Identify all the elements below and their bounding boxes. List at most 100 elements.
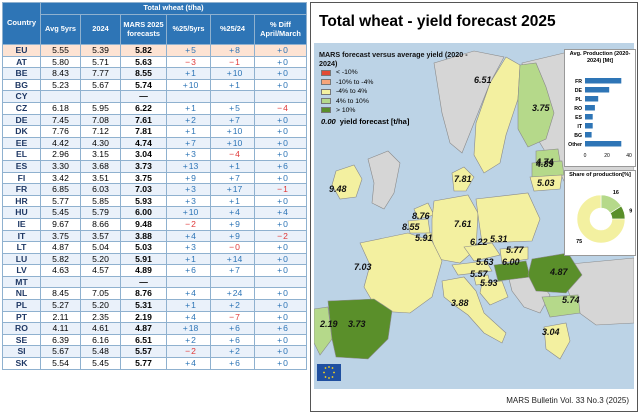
table-row: LV 4.63 4.57 4.89 +6 +7 +0 [2,264,307,277]
diff-cell: +0 [254,171,307,185]
prod-category-label: IT [577,124,582,130]
forecast-cell: 8.55 [120,67,167,80]
pct-24-cell: +7 [210,171,255,185]
legend-swatch [321,107,331,114]
sign: + [229,334,235,345]
sign: + [226,137,232,148]
value: 2 [191,346,196,357]
forecast-cell: 6.22 [120,101,167,115]
diff-cell: +0 [254,310,307,324]
sign: + [229,346,235,357]
legend-label: -10% to -4% [336,78,374,86]
sign: + [277,137,283,148]
value: 7 [235,172,240,183]
table-row: SK 5.54 5.45 5.77 +4 +6 +0 [2,357,307,370]
map-yield-label: 4.89 [536,159,554,169]
sign: + [226,126,232,137]
pct-24-cell: −1 [210,55,255,69]
map-yield-label: 5.77 [506,245,524,255]
pct-24-cell: +14 [210,252,255,266]
col-header-pct-5yrs: %25/5yrs [166,14,211,45]
forecast-cell: 6.00 [120,206,167,219]
avg-5yrs-cell: 5.45 [40,206,81,219]
pct-5yrs-cell: −2 [166,217,211,231]
country-italy [441,276,507,344]
value: 9 [235,218,240,229]
map-yield-label: 5.63 [476,257,494,267]
sign: + [277,288,283,299]
sign: + [229,323,235,334]
value: 1 [235,56,240,67]
avg-5yrs-cell: 5.77 [40,194,81,208]
yield-2024-cell: 7.05 [80,287,121,301]
share-value-label: 75 [576,239,582,245]
diff-cell: +6 [254,159,307,173]
value: 7 [191,137,196,148]
value: 5 [191,45,196,55]
table-row: FI 3.42 3.51 3.75 +9 +7 +0 [2,171,307,185]
sign: + [185,288,191,299]
value: 0 [283,242,288,253]
col-header-avg5: Avg 5yrs [40,14,81,45]
yield-2024-cell: 6.03 [80,183,121,196]
value: 1 [191,300,196,311]
country-lithuania [529,174,563,192]
diff-cell [254,275,307,289]
avg-5yrs-cell: 5.80 [40,55,81,69]
sign: − [229,311,235,322]
share-chart: Share of production[%] 16 9 75 [564,170,636,256]
pct-24-cell: +7 [210,264,255,277]
value: 0 [283,126,288,137]
sign: + [229,79,235,90]
value: 1 [283,184,288,195]
prod-category-label: Other [568,142,582,148]
sign: + [229,114,235,125]
avg-5yrs-cell: 5.82 [40,252,81,266]
map-yield-label: 5.57 [470,269,488,279]
value: 4 [191,230,196,241]
sign: + [185,334,191,345]
table-row: IE 9.67 8.66 9.48 −2 +9 +0 [2,217,307,231]
sign: + [277,149,283,160]
forecast-cell: 4.87 [120,322,167,335]
yield-2024-cell: 5.39 [80,44,121,57]
table-row: EL 2.96 3.15 3.04 +3 −4 +0 [2,148,307,161]
country-code-cell: FR [2,183,41,196]
pct-24-cell [210,90,255,103]
diff-cell: +0 [254,67,307,80]
pct-24-cell: +10 [210,125,255,138]
sign: + [185,358,191,369]
pct-24-cell: −0 [210,241,255,254]
sign: + [277,126,283,137]
diff-cell: +0 [254,264,307,277]
avg-5yrs-cell: 2.11 [40,310,81,324]
country-code-cell: SK [2,357,41,370]
pct-5yrs-cell: +1 [166,252,211,266]
sign: + [185,253,191,264]
sign: + [185,242,191,253]
sign: + [185,184,191,195]
sign: + [277,334,283,345]
production-chart: Avg. Production (2020-2024) [Mt] FR DE PL R… [564,49,636,167]
country-portugal [314,306,333,356]
diff-cell: +0 [254,78,307,92]
value: 0 [283,300,288,311]
value: 8 [235,45,240,55]
yield-2024-cell: 5.45 [80,357,121,370]
diff-cell: +0 [254,252,307,266]
country-finland [517,62,555,148]
prod-bar [585,114,593,120]
pct-5yrs-cell: +1 [166,125,211,138]
legend-swatch [321,69,331,76]
value: 5 [235,102,240,113]
sign: + [229,160,235,171]
value: 0 [283,137,288,148]
sign: + [185,149,191,160]
sign: + [182,323,188,334]
map-panel: Total wheat - yield forecast 2025 [310,2,638,412]
forecast-cell: 2.19 [120,310,167,324]
table-row: PT 2.11 2.35 2.19 +4 −7 +0 [2,310,307,324]
value: 0 [283,288,288,299]
pct-5yrs-cell: +9 [166,171,211,185]
avg-5yrs-cell: 5.23 [40,78,81,92]
